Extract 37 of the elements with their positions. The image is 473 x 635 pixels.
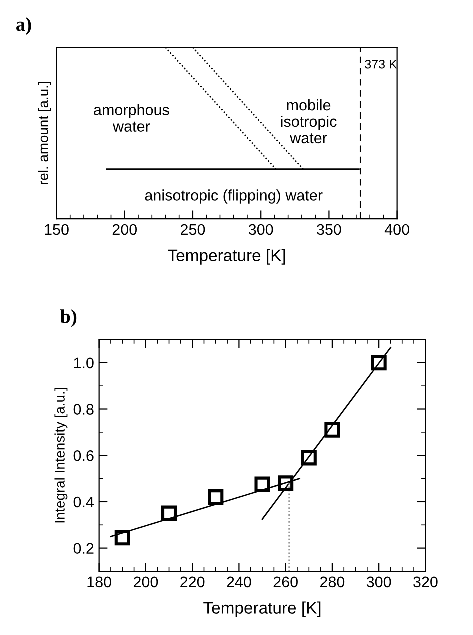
x-tick-label: 260 (274, 576, 298, 588)
point (278, 476, 294, 492)
x-tick-label: 180 (88, 576, 112, 588)
x-tick-label: 350 (317, 224, 342, 236)
point (301, 450, 317, 466)
chart-title: a) (16, 17, 32, 36)
x-tick-label: 200 (112, 224, 138, 236)
point (254, 476, 270, 492)
point (161, 506, 178, 522)
annotation: mobile isotropic water (281, 99, 337, 144)
y-tick-label: 0.8 (74, 404, 94, 415)
x-axis-title: Temperature [K] (204, 602, 321, 618)
y-tick-label: 0.4 (74, 496, 94, 508)
point (208, 490, 224, 506)
y-tick-label: 0.2 (74, 543, 94, 554)
x-tick-label: 300 (366, 576, 392, 588)
point (324, 422, 340, 438)
x-axis-title: Temperature [K] (168, 249, 286, 265)
x-tick-label: 220 (180, 576, 205, 588)
annotation: anisotropic (flipping) water (145, 190, 323, 204)
y-axis-title: Integral Intensity [a.u.] (54, 388, 68, 523)
x-tick-label: 200 (134, 576, 158, 588)
x-tick-label: 320 (414, 576, 438, 588)
ref-line-label: 373 K (365, 60, 398, 69)
y-axis-title: rel. amount [a.u.] (38, 82, 52, 185)
y-tick-label: 1.0 (74, 358, 94, 369)
y-tick-label: 0.6 (74, 450, 94, 462)
point (371, 355, 387, 371)
x-tick-label: 300 (248, 224, 274, 236)
x-tick-label: 240 (227, 576, 252, 588)
x-tick-label: 400 (384, 224, 410, 236)
x-tick-label: 150 (45, 224, 69, 236)
annotation: amorphous water (94, 104, 170, 132)
x-tick-label: 280 (320, 576, 345, 588)
point (114, 530, 130, 546)
x-tick-label: 250 (181, 224, 206, 236)
chart-title: b) (60, 310, 77, 328)
